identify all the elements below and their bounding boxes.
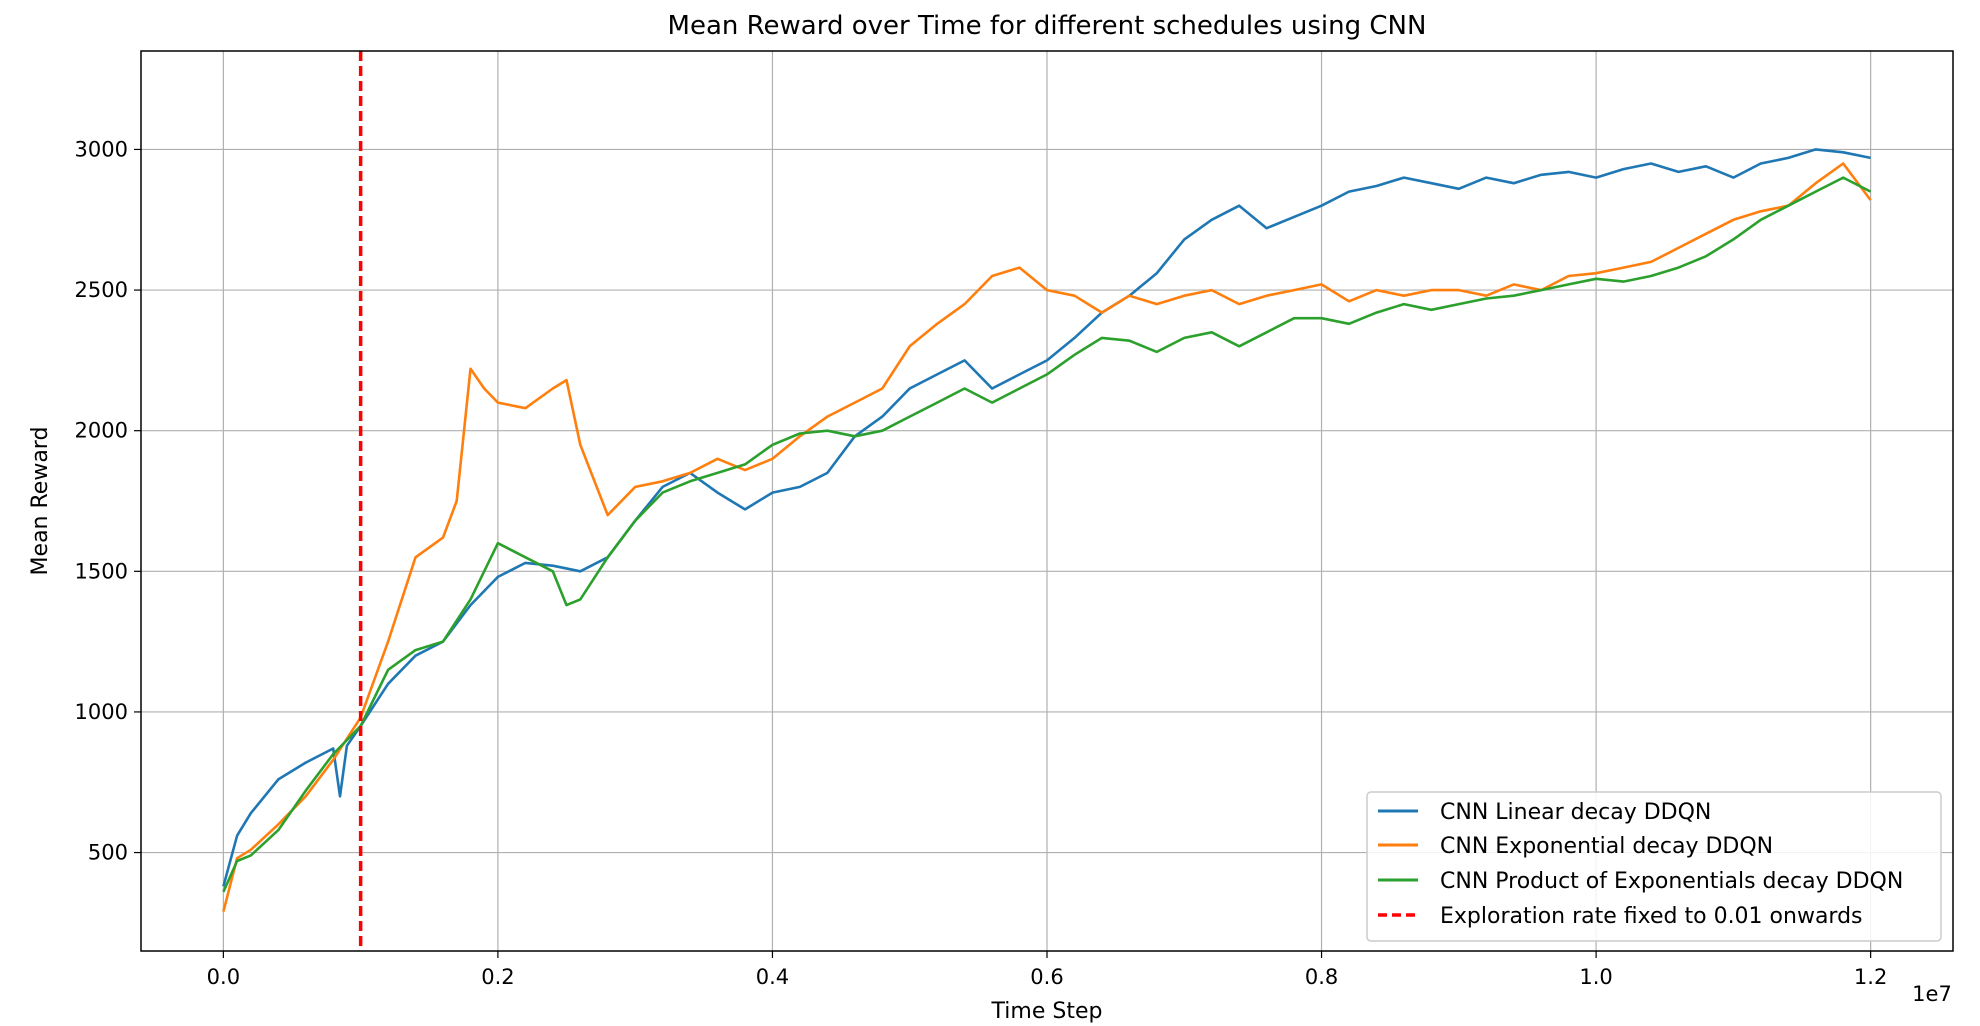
y-tick-label: 3000 xyxy=(75,137,128,161)
chart-title: Mean Reward over Time for different sche… xyxy=(668,11,1427,41)
y-axis-label: Mean Reward xyxy=(28,427,53,576)
series-line-product-decay xyxy=(222,176,1872,893)
legend-label-exponential: CNN Exponential decay DDQN xyxy=(1440,834,1773,859)
grid xyxy=(141,51,1953,951)
legend-label-product: CNN Product of Exponentials decay DDQN xyxy=(1440,869,1903,894)
legend-box xyxy=(1366,791,1942,942)
y-tick-label: 500 xyxy=(88,841,128,865)
y-tick-label: 2500 xyxy=(75,278,128,302)
x-axis-offset-label: 1e7 xyxy=(1912,982,1952,1006)
plot-area xyxy=(222,51,1872,951)
y-tick-label: 1000 xyxy=(75,700,128,724)
x-tick-label: 1.2 xyxy=(1854,965,1887,989)
y-tick-label: 2000 xyxy=(75,419,128,443)
axis-ticks: 0.0 0.2 0.4 0.6 0.8 1.0 1.2 500 1000 1500 2000 2500… xyxy=(75,137,1888,989)
x-tick-label: 0.2 xyxy=(481,965,514,989)
y-tick-label: 1500 xyxy=(75,559,128,583)
series-line-exponential-decay xyxy=(222,162,1872,912)
x-tick-label: 0.8 xyxy=(1305,965,1338,989)
x-tick-label: 1.0 xyxy=(1579,965,1612,989)
x-tick-label: 0.4 xyxy=(756,965,789,989)
x-tick-label: 0.0 xyxy=(207,965,240,989)
x-axis-label: Time Step xyxy=(991,999,1103,1024)
series-line-linear-decay xyxy=(222,148,1871,887)
x-tick-label: 0.6 xyxy=(1030,965,1063,989)
legend-label-vline: Exploration rate fixed to 0.01 onwards xyxy=(1440,904,1863,929)
legend: CNN Linear decay DDQN CNN Exponential de… xyxy=(1366,791,1942,942)
legend-label-linear: CNN Linear decay DDQN xyxy=(1440,800,1711,825)
